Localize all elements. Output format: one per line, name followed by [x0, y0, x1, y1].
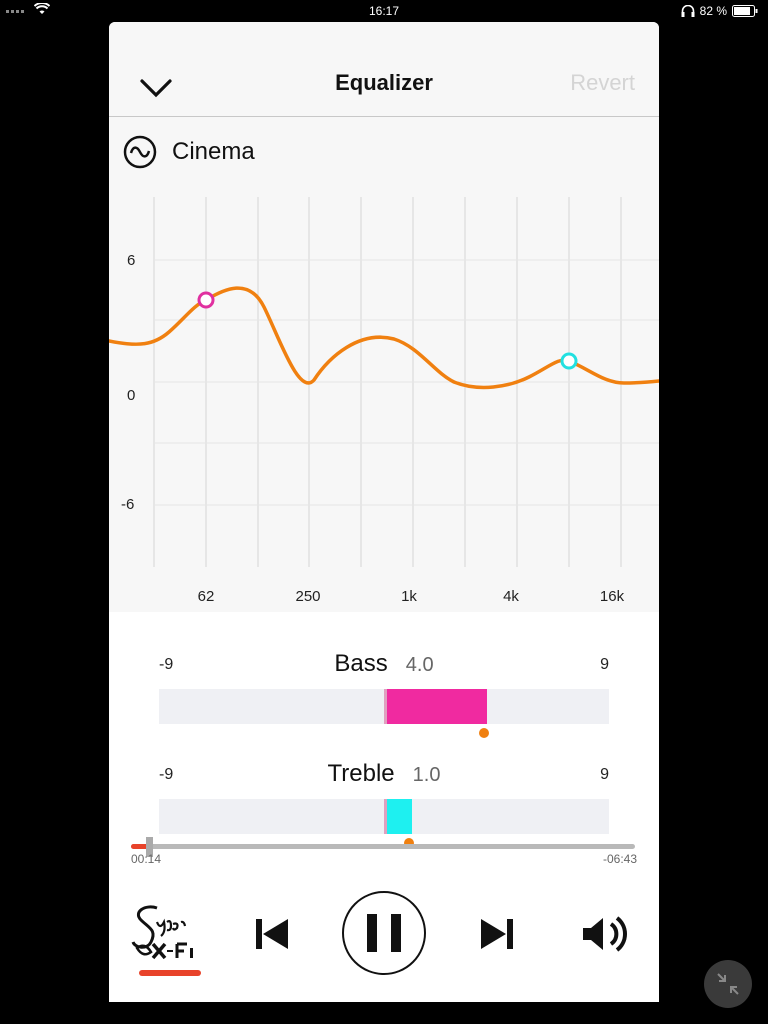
preset-name: Cinema: [172, 138, 255, 165]
battery-percent: 82 %: [699, 4, 727, 18]
previous-track-icon[interactable]: [254, 916, 290, 952]
super-xfi-logo-button[interactable]: [127, 900, 207, 980]
tone-sliders: -9 9 Bass 4.0 -9 9 Treble 1.0: [109, 612, 659, 852]
status-bar: 16:17 82 %: [0, 0, 768, 22]
bass-node[interactable]: [197, 291, 215, 309]
y-tick-minus-6: -6: [121, 496, 134, 513]
treble-slider[interactable]: [159, 799, 609, 834]
signal-wifi-group: [6, 3, 50, 15]
x-tick-16k: 16k: [600, 588, 625, 605]
x-tick-250: 250: [295, 588, 320, 605]
eq-graph[interactable]: 6 0 -6 62 250 1k 4k 16k: [109, 197, 659, 612]
page-title: Equalizer: [335, 70, 433, 95]
y-tick-6: 6: [127, 252, 135, 269]
battery-group: 82 %: [681, 4, 758, 18]
treble-label-group: Treble 1.0: [159, 760, 609, 788]
bass-min: -9: [159, 656, 174, 673]
bass-fill: [384, 689, 487, 724]
bass-slider-handle[interactable]: [479, 728, 489, 738]
collapse-arrows-icon: [717, 973, 739, 995]
status-time: 16:17: [368, 4, 400, 18]
cellular-signal-icon: [6, 10, 24, 13]
battery-icon: [732, 5, 758, 17]
preset-selector[interactable]: Cinema: [109, 117, 659, 197]
nav-header: Equalizer Revert: [109, 22, 659, 117]
x-tick-4k: 4k: [503, 588, 519, 605]
x-tick-1k: 1k: [401, 588, 417, 605]
playback-progress[interactable]: 00:14 -06:43: [131, 837, 637, 870]
remaining-time: -06:43: [602, 852, 637, 866]
x-tick-62: 62: [198, 588, 215, 605]
playback-controls: [109, 882, 659, 1002]
bass-value: 4.0: [405, 654, 434, 676]
revert-button[interactable]: Revert: [570, 70, 635, 95]
headphones-icon: [681, 5, 695, 17]
next-track-icon[interactable]: [479, 916, 515, 952]
treble-value: 1.0: [412, 764, 441, 786]
eq-graph-svg: 6 0 -6 62 250 1k 4k 16k: [109, 197, 659, 605]
equalizer-sheet: Equalizer Revert Cinema 6 0 -6 62 250 1k: [109, 22, 659, 1002]
bass-slider[interactable]: [159, 689, 609, 724]
treble-min: -9: [159, 766, 174, 783]
sine-wave-icon: [123, 135, 157, 169]
progress-track: [131, 844, 635, 849]
progress-handle[interactable]: [145, 837, 153, 857]
treble-fill: [384, 799, 412, 834]
bass-max: 9: [600, 656, 609, 673]
y-tick-0: 0: [127, 387, 135, 404]
bass-label: Bass: [334, 650, 388, 677]
treble-max: 9: [600, 766, 609, 783]
eq-curve: [109, 286, 659, 390]
wifi-icon: [34, 3, 50, 14]
bass-label-group: Bass 4.0: [159, 650, 609, 678]
elapsed-time: 00:14: [131, 852, 162, 866]
treble-label: Treble: [327, 760, 395, 787]
minimize-button[interactable]: [704, 960, 752, 1008]
pause-button[interactable]: [341, 890, 427, 976]
treble-slider-handle[interactable]: [404, 838, 414, 848]
chevron-down-icon[interactable]: [139, 76, 173, 100]
volume-icon[interactable]: [581, 914, 631, 954]
progress-elapsed: [131, 844, 149, 849]
treble-node[interactable]: [560, 352, 578, 370]
